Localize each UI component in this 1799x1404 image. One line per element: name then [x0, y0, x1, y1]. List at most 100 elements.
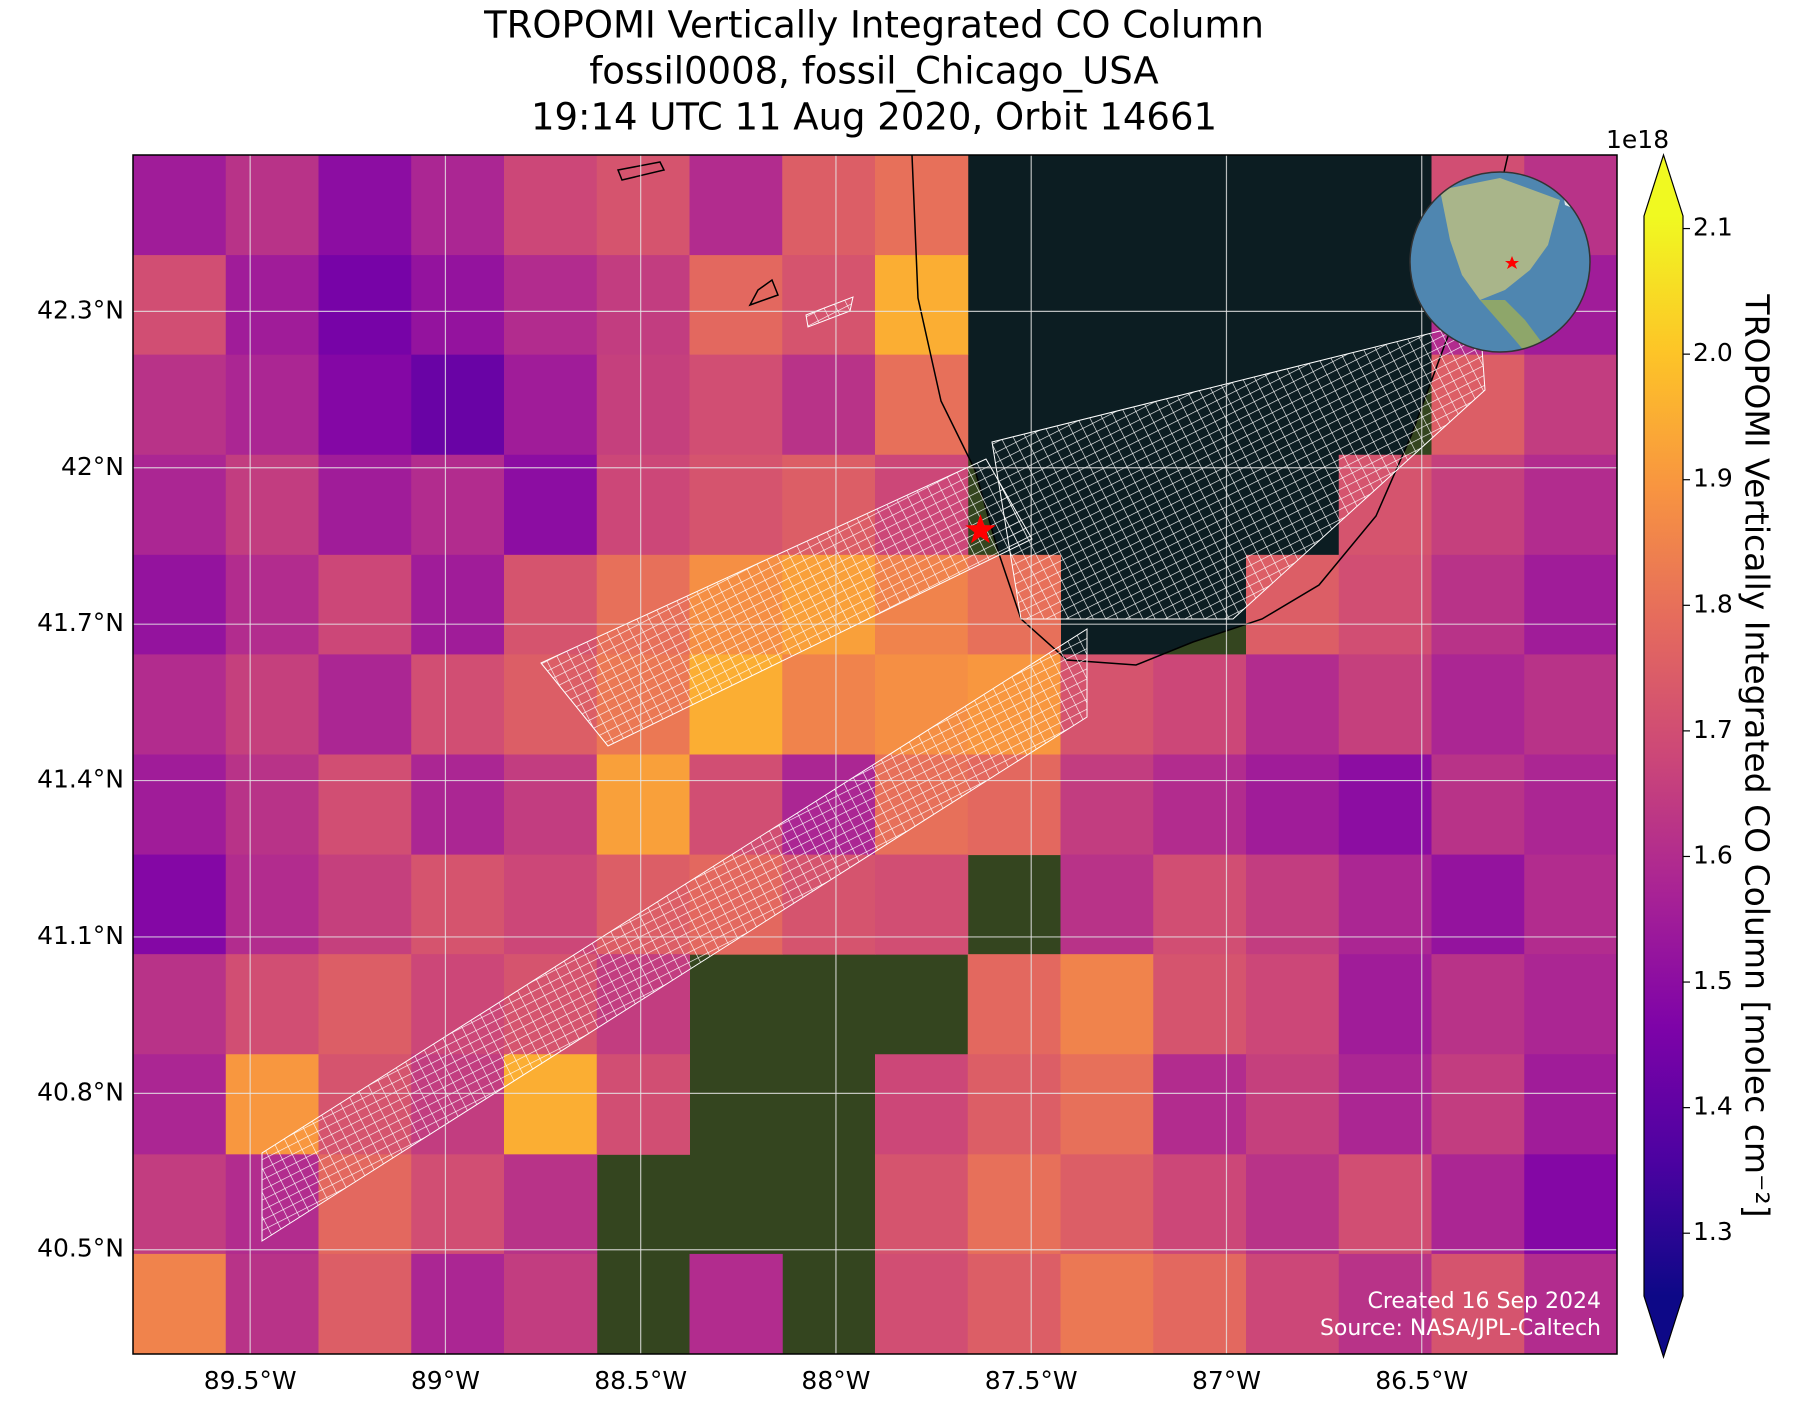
x-tick-label: 86.5°W — [1375, 1366, 1468, 1395]
co-cell — [504, 754, 598, 856]
co-cell — [133, 854, 227, 955]
colorbar-outline — [1643, 153, 1684, 1359]
co-cell — [318, 354, 412, 456]
co-cell — [225, 255, 319, 356]
co-cell — [875, 354, 969, 456]
target-star — [965, 514, 996, 544]
co-cell — [875, 155, 969, 256]
co-cell — [133, 155, 227, 256]
x-tick-label: 89.5°W — [204, 1366, 297, 1395]
co-cell — [1246, 1154, 1340, 1255]
co-cell — [504, 255, 598, 356]
target — [965, 514, 996, 544]
co-cell — [1153, 1154, 1247, 1255]
x-tick-label: 89°W — [411, 1366, 480, 1395]
co-cell — [875, 255, 969, 356]
co-cell — [411, 1154, 505, 1255]
x-tick-label: 87.5°W — [985, 1366, 1078, 1395]
co-cell — [596, 155, 690, 256]
co-cell — [411, 854, 505, 955]
co-cell — [1338, 954, 1432, 1055]
co-cell — [133, 354, 227, 456]
co-cell — [1060, 1253, 1154, 1354]
annotation: Created 16 Sep 2024 — [1368, 1289, 1602, 1314]
co-cell — [411, 354, 505, 456]
co-cell — [1431, 554, 1525, 655]
map-frame — [132, 154, 1618, 1355]
co-cell — [1431, 954, 1525, 1055]
colorbar-extend — [1644, 1296, 1683, 1357]
subtitle: 19:14 UTC 11 Aug 2020, Orbit 14661 — [531, 96, 1217, 139]
co-cell — [1246, 1054, 1340, 1155]
co-cell — [1246, 654, 1340, 755]
co-cell — [967, 1154, 1061, 1255]
co-cell — [1338, 1253, 1432, 1354]
x-tick-label: 88°W — [801, 1366, 870, 1395]
co-cell — [133, 255, 227, 356]
co-cell — [1524, 754, 1617, 856]
colorbar-tick-label: 2.1 — [1693, 213, 1733, 242]
co-cell — [411, 155, 505, 256]
co-cell — [875, 1054, 969, 1155]
co-cell — [318, 454, 412, 556]
co-cell — [1060, 754, 1154, 856]
y-tick-label: 41.4°N — [37, 765, 124, 794]
subtitle: fossil0008, fossil_Chicago_USA — [589, 50, 1159, 93]
co-cell — [967, 1054, 1061, 1155]
co-cell — [225, 1253, 319, 1354]
y-tick-label: 40.8°N — [37, 1077, 124, 1106]
co-cell — [1246, 954, 1340, 1055]
colorbar-tick-label: 1.5 — [1693, 966, 1733, 995]
x-tick-label: 87°W — [1192, 1366, 1261, 1395]
co-cell — [504, 854, 598, 955]
co-cell — [782, 255, 876, 356]
co-cell — [782, 155, 876, 256]
co-cell — [225, 754, 319, 856]
co-cell — [1246, 1253, 1340, 1354]
co-cell — [782, 654, 876, 755]
co-cell — [1153, 854, 1247, 955]
co-cell — [1153, 754, 1247, 856]
co-cell — [504, 1154, 598, 1255]
axes: 89.5°W 89°W 88.5°W 88°W 87.5°W 87°W 86.5°W 42.3… — [37, 295, 1468, 1395]
co-cell — [1431, 654, 1525, 755]
co-cell — [596, 255, 690, 356]
co-cell — [782, 354, 876, 456]
co-cell — [1338, 854, 1432, 955]
co-cell — [967, 1253, 1061, 1354]
co-cell — [1524, 654, 1617, 755]
co-cell — [318, 554, 412, 655]
co-cell — [504, 155, 598, 256]
globe-outline — [1409, 171, 1591, 353]
co-cell — [1338, 654, 1432, 755]
co-cell — [133, 654, 227, 755]
gridlines — [133, 155, 1617, 1354]
co-cell — [1524, 1253, 1617, 1354]
co-cell — [411, 654, 505, 755]
co-cell — [875, 854, 969, 955]
globe-target — [1505, 256, 1519, 269]
colorbar-tick-label: 1.3 — [1693, 1217, 1733, 1246]
co-cell — [318, 255, 412, 356]
co-cell — [133, 1154, 227, 1255]
y-tick-label: 40.5°N — [37, 1234, 124, 1263]
co-cell — [689, 255, 783, 356]
y-tick-label: 42°N — [61, 452, 124, 481]
title: TROPOMI Vertically Integrated CO Column — [483, 4, 1264, 47]
co-cell — [596, 454, 690, 556]
co-cell — [133, 1054, 227, 1155]
co-cell — [1153, 1253, 1247, 1354]
co-cell — [689, 1253, 783, 1354]
co-cell — [1431, 854, 1525, 955]
co-cell — [1524, 1154, 1617, 1255]
y-tick-label: 42.3°N — [37, 295, 124, 324]
co-cell — [411, 255, 505, 356]
co-cell — [504, 454, 598, 556]
co-cell — [318, 654, 412, 755]
co-cell — [504, 554, 598, 655]
co-cell — [1524, 1054, 1617, 1155]
co-cell — [1246, 854, 1340, 955]
colorbar-tick-label: 1.9 — [1693, 464, 1733, 493]
co-cell — [875, 1154, 969, 1255]
